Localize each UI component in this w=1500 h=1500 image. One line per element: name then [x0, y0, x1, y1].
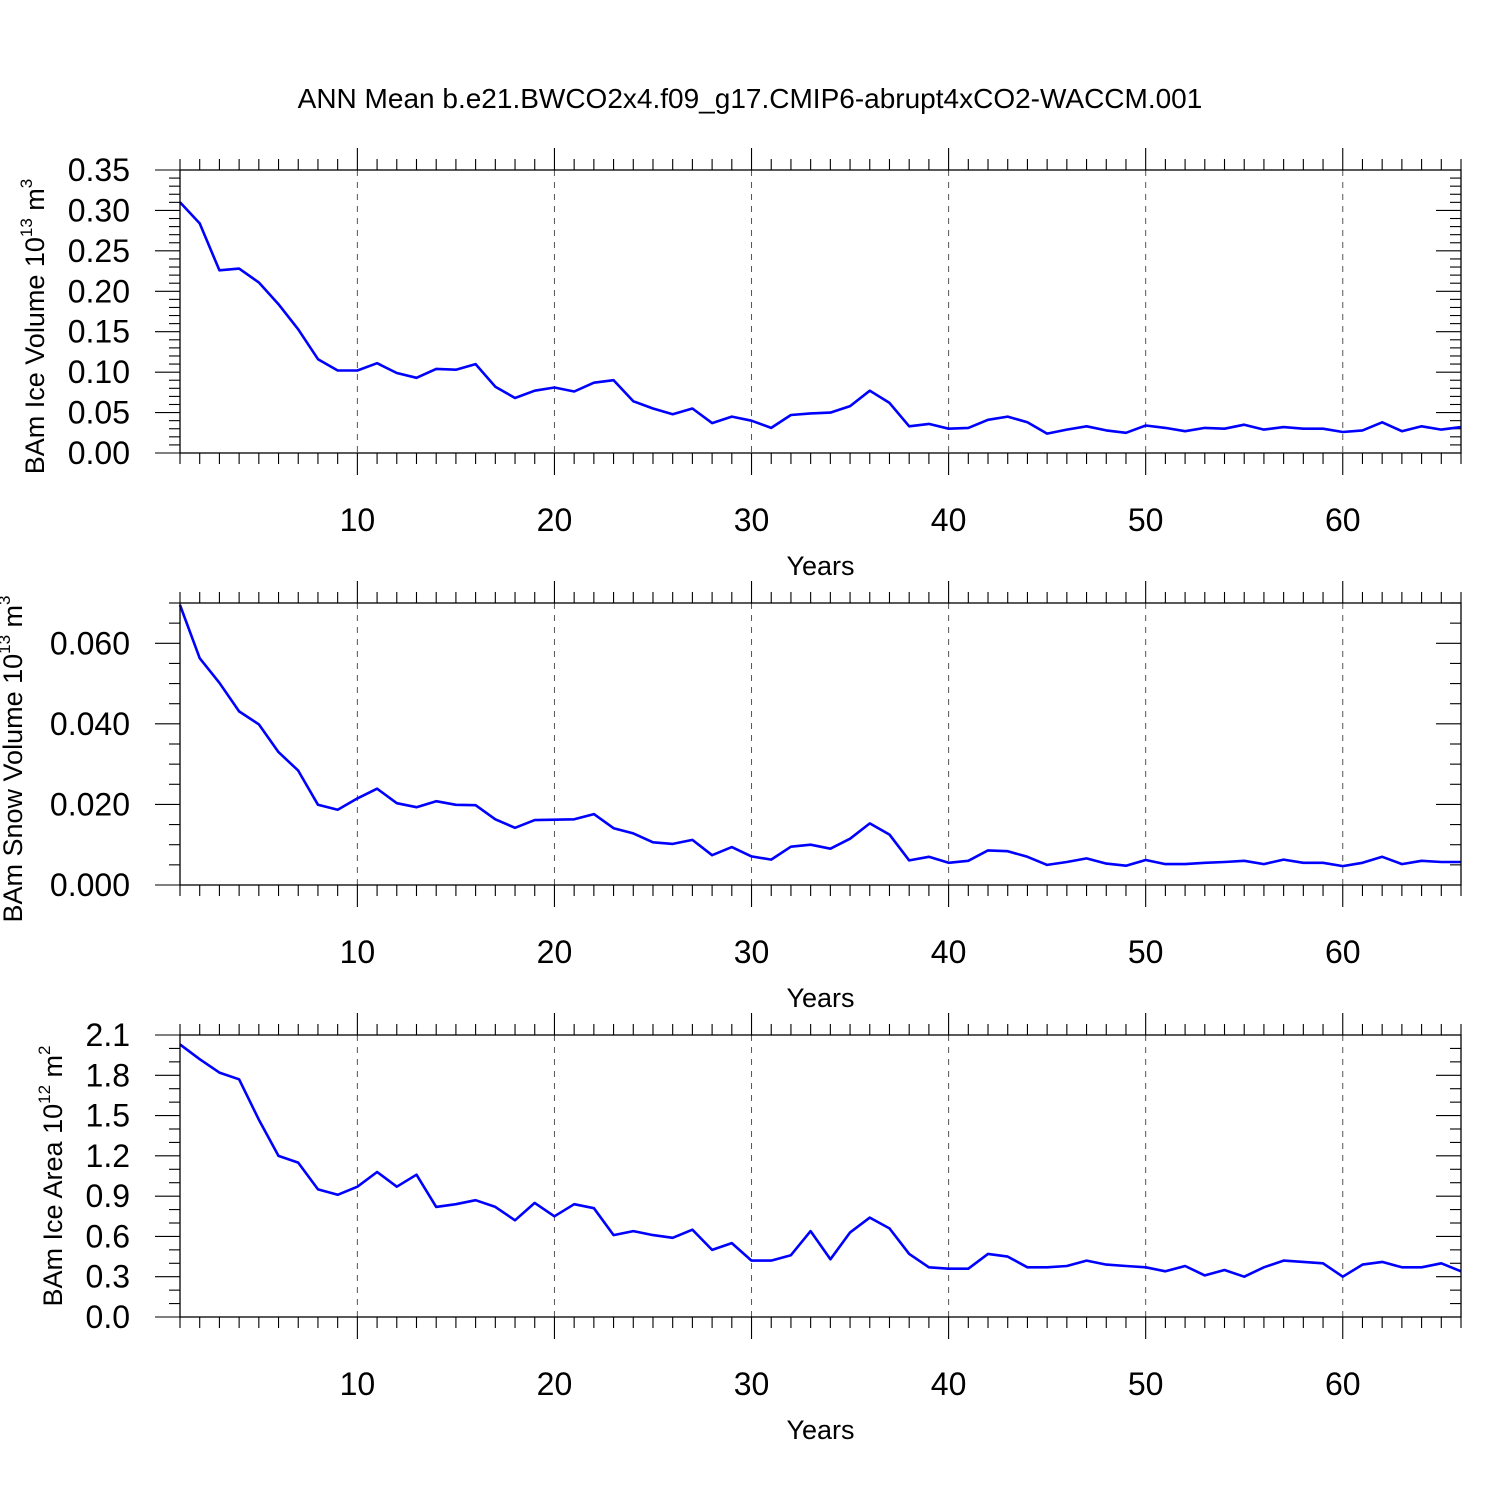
- ice-area-y-tick-label: 2.1: [86, 1017, 130, 1053]
- ice-area-x-tick-label: 40: [931, 1366, 967, 1402]
- snow-volume-x-tick-label: 40: [931, 934, 967, 970]
- ice-volume-series-line: [179, 201, 1462, 435]
- snow-volume-x-tick-label: 20: [537, 934, 573, 970]
- ice-area-y-tick-label: 1.2: [86, 1138, 130, 1174]
- ice-area-y-tick-label: 0.0: [86, 1299, 130, 1335]
- snow-volume-x-tick-label: 50: [1128, 934, 1164, 970]
- ice-volume-y-tick-label: 0.05: [68, 395, 130, 431]
- ice-area-series-line: [179, 1043, 1462, 1278]
- figure-title: ANN Mean b.e21.BWCO2x4.f09_g17.CMIP6-abr…: [298, 83, 1203, 114]
- ice-area-x-tick-label: 10: [340, 1366, 376, 1402]
- ice-area-y-axis-label-power: 2: [35, 1046, 54, 1055]
- snow-volume-y-axis-label: BAm Snow Volume 1013 m3: [0, 595, 28, 922]
- snow-volume-x-tick-label: 10: [340, 934, 376, 970]
- snow-volume-y-axis-label-unit: m: [0, 605, 28, 635]
- panels-container: 0.00 0.05 0.10 0.15 0.20 0.25 0.30 0.35 10 20 30 40…: [0, 148, 1462, 1445]
- ice-area-x-tick-label: 20: [537, 1366, 573, 1402]
- snow-volume-y-tick-label: 0.040: [50, 706, 130, 742]
- ice-area-y-tick-label: 0.3: [86, 1259, 130, 1295]
- ice-area-plot-frame: [179, 1034, 1462, 1318]
- snow-volume-x-tick-label: 60: [1325, 934, 1361, 970]
- ice-volume-x-tick-label: 60: [1325, 502, 1361, 538]
- ice-area-y-axis-label-unit: m: [38, 1055, 68, 1085]
- ice-volume-y-tick-label: 0.20: [68, 273, 130, 309]
- ice-volume-x-axis-label: Years: [786, 551, 854, 581]
- ice-volume-y-axis-label-main: BAm Ice Volume 10: [20, 237, 50, 474]
- ice-volume-x-tick-label: 20: [537, 502, 573, 538]
- ice-area-y-tick-label: 0.9: [86, 1178, 130, 1214]
- ice-volume-y-tick-label: 0.30: [68, 192, 130, 228]
- ice-area-y-axis-label: BAm Ice Area 1012 m2: [35, 1046, 68, 1307]
- ice-area-y-tick-label: 1.8: [86, 1057, 130, 1093]
- ice-volume-plot-frame: [179, 169, 1462, 454]
- ice-area-x-tick-label: 60: [1325, 1366, 1361, 1402]
- snow-volume-y-tick-label: 0.060: [50, 625, 130, 661]
- ice-area-y-tick-label: 1.5: [86, 1098, 130, 1134]
- ice-area-panel: 0.0 0.3 0.6 0.9 1.2 1.5 1.8 2.1 10 20 30 40 50 60 Year…: [35, 1013, 1462, 1445]
- snow-volume-y-tick-label: 0.020: [50, 786, 130, 822]
- ice-volume-y-tick-label: 0.00: [68, 435, 130, 471]
- ice-volume-y-axis-label: BAm Ice Volume 1013 m3: [17, 179, 50, 475]
- ice-volume-y-tick-label: 0.15: [68, 314, 130, 350]
- snow-volume-y-axis-label-power: 3: [0, 595, 14, 604]
- ice-volume-y-axis-label-unit: m: [20, 188, 50, 218]
- snow-volume-panel: 0.000 0.020 0.040 0.060 10 20 30 40 50 60 Years BAm…: [0, 581, 1462, 1013]
- snow-volume-plot-frame: [179, 602, 1462, 886]
- snow-volume-y-tick-label: 0.000: [50, 867, 130, 903]
- ice-volume-y-tick-label: 0.35: [68, 152, 130, 188]
- snow-volume-y-axis-label-main: BAm Snow Volume 10: [0, 654, 28, 923]
- snow-volume-y-axis-label-exponent: 13: [0, 635, 14, 654]
- ice-area-x-axis-label: Years: [786, 1415, 854, 1445]
- ice-area-x-tick-label: 30: [734, 1366, 770, 1402]
- ice-area-y-axis-label-exponent: 12: [35, 1085, 54, 1104]
- ice-volume-panel: 0.00 0.05 0.10 0.15 0.20 0.25 0.30 0.35 10 20 30 40…: [17, 148, 1462, 581]
- ice-volume-x-tick-label: 40: [931, 502, 967, 538]
- ice-area-x-tick-label: 50: [1128, 1366, 1164, 1402]
- ice-volume-x-tick-label: 10: [340, 502, 376, 538]
- ice-volume-x-tick-label: 50: [1128, 502, 1164, 538]
- snow-volume-series-line: [178, 604, 1461, 868]
- snow-volume-x-axis-label: Years: [786, 983, 854, 1013]
- snow-volume-x-tick-label: 30: [734, 934, 770, 970]
- ice-volume-y-tick-label: 0.10: [68, 354, 130, 390]
- ice-volume-y-tick-label: 0.25: [68, 233, 130, 269]
- ice-volume-y-axis-label-power: 3: [17, 179, 36, 188]
- ice-volume-x-tick-label: 30: [734, 502, 770, 538]
- ice-volume-y-axis-label-exponent: 13: [17, 218, 36, 237]
- ice-area-y-axis-label-main: BAm Ice Area 10: [38, 1104, 68, 1307]
- ice-area-y-tick-label: 0.6: [86, 1218, 130, 1254]
